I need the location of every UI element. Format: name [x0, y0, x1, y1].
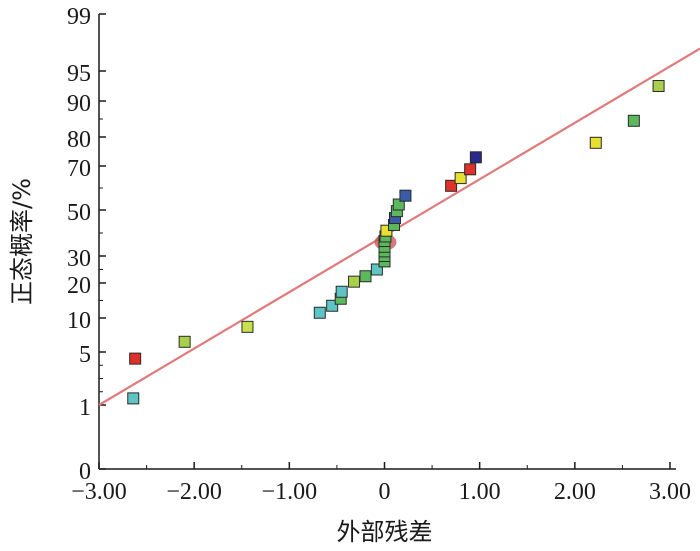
y-tick-label-5: 5 [79, 342, 91, 368]
y-tick-label-20: 20 [67, 273, 91, 299]
y-tick-label-90: 90 [67, 91, 91, 117]
data-point [399, 189, 412, 202]
data-point [627, 114, 640, 127]
y-tick-label-50: 50 [67, 200, 91, 226]
data-point [652, 80, 665, 92]
data-point [454, 172, 467, 185]
data-point [335, 285, 348, 298]
x-axis-title: 外部残差 [337, 518, 433, 546]
data-point [241, 320, 254, 333]
labels-layer: 外部残差 正态概率/% [8, 178, 433, 546]
data-point [129, 352, 142, 365]
points-layer [127, 80, 665, 405]
x-tick-label-5: 2.00 [554, 479, 596, 505]
data-point [359, 270, 372, 283]
data-point [589, 136, 602, 149]
data-point [445, 179, 458, 192]
x-tick-label-2: −1.00 [262, 479, 318, 505]
y-tick-label-80: 80 [67, 127, 91, 153]
x-tick-label-6: 3.00 [649, 479, 691, 505]
y-tick-label-1: 1 [79, 395, 91, 421]
y-tick-label-0: 0 [79, 459, 91, 485]
data-point [127, 392, 140, 405]
data-point [370, 263, 383, 276]
data-point [326, 299, 339, 312]
x-tick-label-3: 0 [379, 479, 391, 505]
data-point [313, 306, 326, 319]
data-point [178, 335, 191, 348]
x-tick-label-4: 1.00 [459, 479, 501, 505]
y-tick-label-99: 99 [67, 4, 91, 30]
y-tick-label-10: 10 [67, 308, 91, 334]
data-point [348, 275, 361, 288]
x-tick-label-0: −3.00 [71, 479, 127, 505]
y-tick-label-70: 70 [67, 156, 91, 182]
x-tick-label-1: −2.00 [166, 479, 222, 505]
data-point [392, 198, 405, 211]
y-tick-label-30: 30 [67, 246, 91, 272]
data-point [464, 163, 477, 176]
data-point [469, 151, 482, 164]
y-tick-label-95: 95 [67, 61, 91, 87]
y-axis-title: 正态概率/% [8, 178, 36, 305]
